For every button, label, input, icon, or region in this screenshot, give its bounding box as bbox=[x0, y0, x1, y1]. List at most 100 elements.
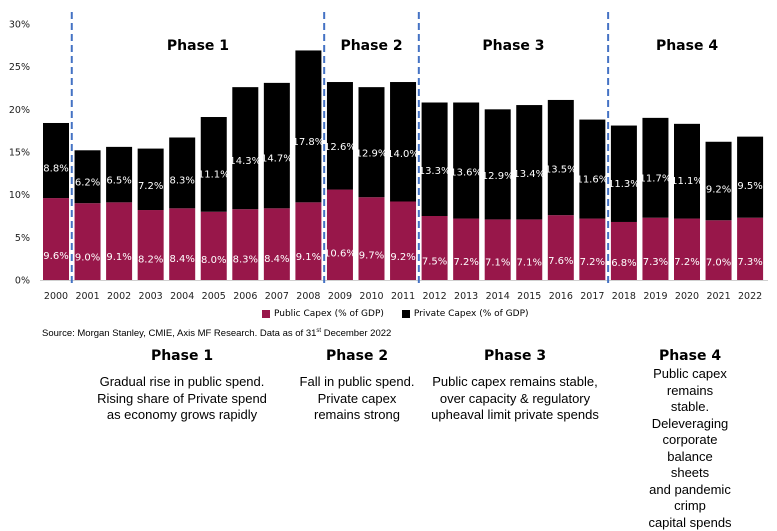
data-label: 14.3% bbox=[229, 156, 261, 167]
data-label: 13.3% bbox=[419, 166, 451, 177]
phase-title: Phase 4 bbox=[656, 38, 718, 54]
x-tick-label: 2008 bbox=[296, 291, 320, 302]
data-label: 9.1% bbox=[296, 252, 321, 263]
bar-public bbox=[642, 217, 669, 280]
data-label: 7.5% bbox=[422, 256, 447, 267]
bar-public bbox=[705, 220, 732, 280]
bar-private bbox=[43, 122, 69, 199]
bar-private bbox=[358, 87, 385, 198]
y-tick-label: 5% bbox=[15, 233, 30, 244]
data-label: 11.3% bbox=[608, 179, 640, 190]
legend: Public Capex (% of GDP) Private Capex (%… bbox=[262, 309, 529, 319]
y-tick-label: 15% bbox=[9, 148, 30, 159]
data-label: 7.3% bbox=[643, 257, 668, 268]
x-tick-label: 2016 bbox=[549, 291, 573, 302]
bar-private bbox=[232, 87, 259, 210]
data-label: 8.8% bbox=[43, 164, 68, 175]
data-label: 13.6% bbox=[450, 168, 482, 179]
data-label: 14.7% bbox=[261, 154, 293, 165]
data-label: 7.1% bbox=[517, 257, 542, 268]
bar-private bbox=[737, 136, 764, 218]
x-tick-label: 2000 bbox=[44, 291, 68, 302]
phase-note-2: Phase 2 Fall in public spend. Private cap… bbox=[300, 348, 415, 424]
bar-public bbox=[326, 189, 353, 280]
bar-public bbox=[169, 208, 196, 280]
phase-title: Phase 2 bbox=[340, 38, 402, 54]
data-label: 8.4% bbox=[264, 254, 289, 265]
bar-public bbox=[106, 202, 133, 280]
bar-private bbox=[390, 82, 417, 202]
data-label: 8.0% bbox=[201, 255, 226, 266]
source-note: Source: Morgan Stanley, CMIE, Axis MF Re… bbox=[42, 328, 391, 339]
data-label: 12.9% bbox=[482, 171, 514, 182]
data-label: 9.7% bbox=[359, 251, 384, 262]
data-label: 7.2% bbox=[138, 181, 163, 192]
data-label: 8.3% bbox=[169, 175, 194, 186]
y-tick-label: 0% bbox=[15, 276, 30, 287]
phase-note-desc: Public capex remains stable, over capaci… bbox=[431, 374, 599, 422]
bar-public bbox=[579, 218, 606, 280]
x-tick-label: 2002 bbox=[107, 291, 131, 302]
x-tick-label: 2018 bbox=[612, 291, 636, 302]
bar-public bbox=[610, 221, 637, 280]
legend-private: Private Capex (% of GDP) bbox=[401, 309, 529, 319]
x-tick-label: 2022 bbox=[738, 291, 762, 302]
data-label: 13.5% bbox=[545, 165, 577, 176]
bar-public bbox=[674, 218, 700, 280]
bar-private bbox=[705, 141, 732, 221]
data-label: 6.2% bbox=[75, 178, 100, 189]
source-sup: st bbox=[316, 328, 322, 334]
legend-label-public: Public Capex (% of GDP) bbox=[274, 309, 384, 319]
x-tick-label: 2013 bbox=[454, 291, 478, 302]
x-tick-label: 2004 bbox=[170, 291, 194, 302]
phase-note-desc: Public capex remains stable. Deleveragin… bbox=[648, 366, 732, 530]
x-tick-label: 2011 bbox=[391, 291, 415, 302]
phase-note-title: Phase 4 bbox=[658, 348, 722, 364]
data-label: 11.1% bbox=[671, 176, 703, 187]
bar-public bbox=[232, 209, 259, 280]
y-tick-label: 25% bbox=[9, 62, 30, 73]
x-tick-label: 2019 bbox=[643, 291, 667, 302]
bar-public bbox=[137, 210, 164, 280]
phase-note-3: Phase 3 Public capex remains stable, over… bbox=[431, 348, 599, 424]
bar-public bbox=[358, 197, 385, 280]
data-label: 11.1% bbox=[198, 169, 230, 180]
bar-public bbox=[200, 211, 227, 280]
data-label: 6.5% bbox=[106, 176, 131, 187]
data-label: 11.6% bbox=[576, 174, 608, 185]
bar-private bbox=[421, 102, 448, 216]
bar-private bbox=[642, 117, 669, 218]
x-tick-label: 2009 bbox=[328, 291, 352, 302]
bar-public bbox=[484, 219, 511, 280]
phase-note-1: Phase 1 Gradual rise in public spend. Ris… bbox=[97, 348, 267, 424]
data-label: 6.8% bbox=[611, 258, 636, 269]
data-label: 8.3% bbox=[233, 254, 258, 265]
y-tick-label: 20% bbox=[9, 105, 30, 116]
x-tick-label: 2012 bbox=[423, 291, 447, 302]
data-label: 8.2% bbox=[138, 255, 163, 266]
data-label: 7.2% bbox=[580, 257, 605, 268]
bar-public bbox=[737, 217, 764, 280]
bar-public bbox=[516, 219, 543, 280]
y-tick-label: 30% bbox=[9, 20, 30, 31]
bar-public bbox=[295, 202, 322, 280]
legend-label-private: Private Capex (% of GDP) bbox=[413, 309, 529, 319]
bar-private bbox=[547, 99, 574, 216]
bar-private bbox=[516, 105, 543, 220]
source-tail: December 2022 bbox=[321, 328, 392, 340]
bar-public bbox=[74, 203, 101, 280]
x-tick-label: 2014 bbox=[486, 291, 510, 302]
bar-private bbox=[674, 123, 700, 219]
bar-private bbox=[579, 119, 606, 219]
phase-note-title: Phase 3 bbox=[483, 348, 547, 364]
y-tick-label: 10% bbox=[9, 190, 30, 201]
data-label: 13.4% bbox=[513, 169, 545, 180]
bar-public bbox=[263, 208, 290, 280]
data-label: 9.2% bbox=[390, 252, 415, 263]
stacked-bar-chart: 0% 5% 10% 15% 20% 25% 30% 9.6% 8.8% 2000 9.0% 6.2% 2… bbox=[9, 12, 768, 302]
bar-private bbox=[295, 50, 322, 203]
data-label: 7.6% bbox=[548, 256, 573, 267]
data-label: 12.9% bbox=[356, 149, 388, 160]
bar-public bbox=[547, 215, 574, 280]
data-label: 12.6% bbox=[324, 142, 356, 153]
